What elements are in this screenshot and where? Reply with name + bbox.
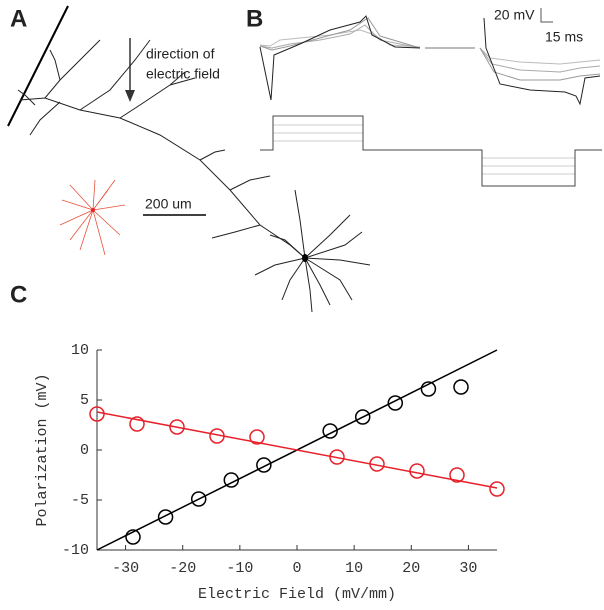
point	[256, 457, 272, 473]
y-tick-label: -10	[62, 542, 89, 559]
point	[322, 423, 338, 439]
point	[249, 429, 265, 445]
point	[157, 509, 174, 525]
point	[453, 379, 469, 395]
point	[420, 381, 437, 397]
x-axis-label: Electric Field (mV/mm)	[198, 586, 396, 603]
y-tick-label: 10	[71, 342, 89, 359]
point	[89, 406, 105, 422]
x-tick-label: 0	[292, 560, 301, 577]
voltage-traces	[259, 15, 601, 106]
chart: -10 -5 0 5 10 -30 -20 -10 0 10 20 30 Electric Field …	[34, 342, 505, 603]
y-axis-label: Polarization (mV)	[34, 373, 51, 526]
point	[209, 428, 225, 444]
point	[190, 491, 207, 507]
point	[169, 419, 185, 435]
fit-line	[96, 411, 498, 489]
point	[223, 472, 240, 488]
x-tick-label: -10	[226, 560, 253, 577]
panel-label: A	[10, 5, 27, 32]
y-tick-label: -5	[71, 492, 89, 509]
point	[489, 481, 505, 497]
point	[369, 456, 385, 472]
scale-label: 15 ms	[545, 29, 583, 45]
arrow-head	[125, 90, 135, 102]
point	[329, 449, 345, 465]
neuron	[17, 39, 371, 313]
scale-bar	[540, 8, 553, 23]
point	[354, 409, 371, 425]
scale-label: 20 mV	[494, 7, 535, 23]
panel-label: C	[10, 281, 27, 308]
point	[449, 467, 465, 483]
y-tick-label: 0	[80, 442, 89, 459]
panel-label: B	[246, 5, 263, 32]
y-tick-label: 5	[80, 392, 89, 409]
point	[129, 416, 145, 432]
scale-label: 200 um	[145, 196, 192, 212]
step-protocol	[260, 115, 602, 187]
x-tick-label: 20	[402, 560, 420, 577]
annotation: direction of	[146, 46, 215, 62]
boundary-line	[7, 5, 69, 127]
x-tick-label: -20	[169, 560, 196, 577]
point	[387, 395, 404, 411]
point	[409, 463, 425, 479]
x-tick-label: -30	[112, 560, 139, 577]
point	[125, 529, 141, 545]
x-tick-label: 30	[459, 560, 477, 577]
x-tick-label: 10	[345, 560, 363, 577]
neuron-small	[59, 179, 126, 256]
